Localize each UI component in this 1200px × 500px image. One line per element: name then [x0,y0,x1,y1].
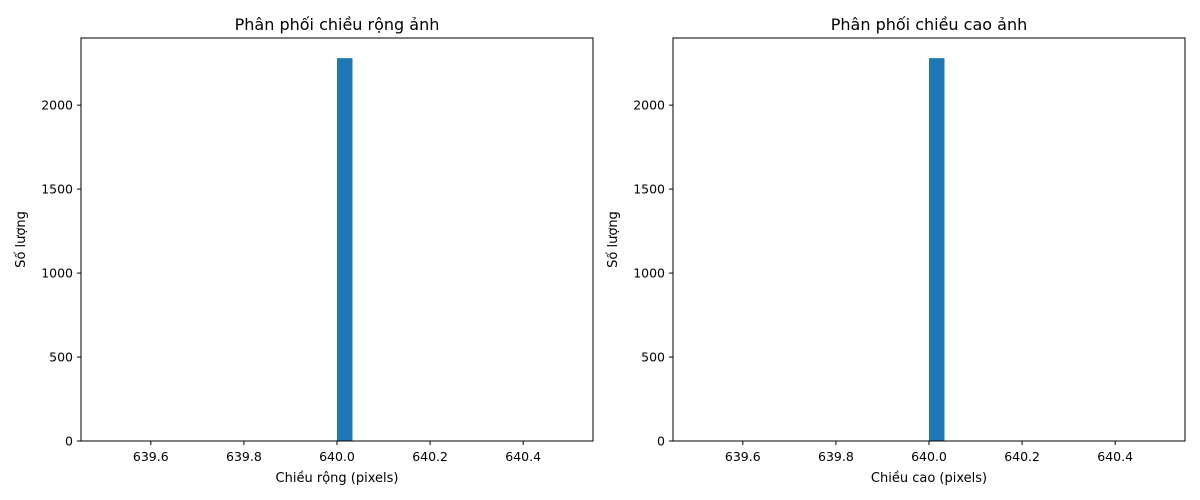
x-tick-label: 640.4 [1097,449,1133,464]
x-tick-label: 640.0 [911,449,947,464]
y-tick-label: 500 [49,350,73,365]
chart-title: Phân phối chiều rộng ảnh [235,15,440,34]
x-tick-label: 640.4 [505,449,541,464]
x-tick-label: 640.2 [1004,449,1040,464]
x-axis-label: Chiều cao (pixels) [871,471,987,486]
x-tick-label: 639.6 [133,449,169,464]
chart-title: Phân phối chiều cao ảnh [831,15,1027,34]
y-tick-label: 1500 [633,182,665,197]
x-tick-label: 639.8 [818,449,854,464]
y-tick-label: 2000 [41,98,73,113]
y-tick-label: 1500 [41,182,73,197]
y-tick-label: 0 [657,434,665,449]
chart-panel-1: 639.6 639.8 640.0 640.2 640.4 0 500 1000 1500 200… [606,15,1186,486]
y-axis-label: Số lượng [14,211,29,268]
y-tick-label: 1000 [41,266,73,281]
y-tick-label: 1000 [633,266,665,281]
y-axis-label: Số lượng [606,211,621,268]
x-axis-label: Chiều rộng (pixels) [276,471,399,486]
x-tick-label: 640.0 [319,449,355,464]
histogram-bar [929,58,945,442]
y-tick-label: 2000 [633,98,665,113]
y-tick-label: 500 [641,350,665,365]
histogram-bar [337,58,353,442]
x-tick-label: 639.8 [226,449,262,464]
x-tick-label: 640.2 [412,449,448,464]
chart-panel-0: 639.6 639.8 640.0 640.2 640.4 0 500 1000 1500 200… [14,15,594,486]
y-tick-label: 0 [65,434,73,449]
x-tick-label: 639.6 [725,449,761,464]
